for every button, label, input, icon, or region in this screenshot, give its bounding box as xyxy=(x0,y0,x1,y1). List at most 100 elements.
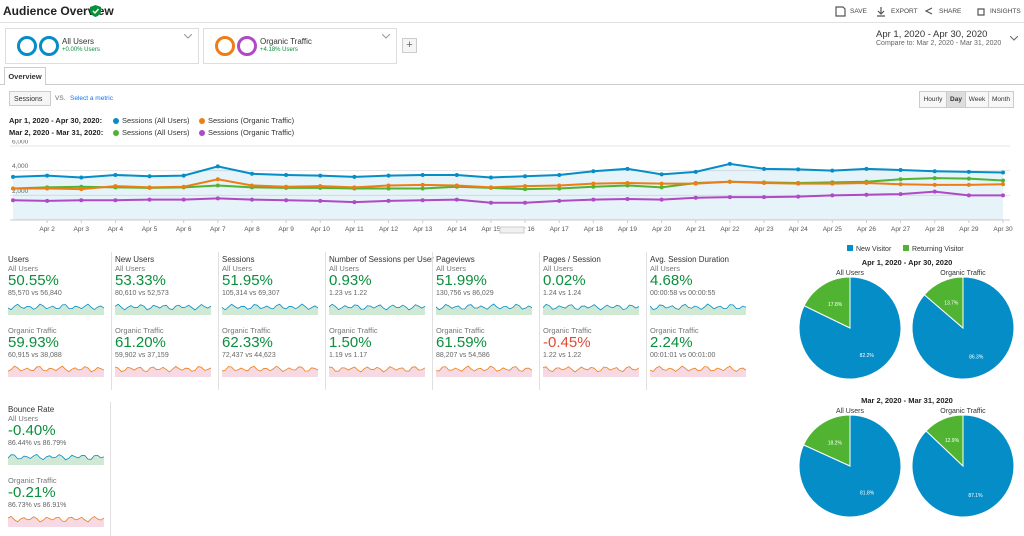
metric-change: 61.20% xyxy=(115,334,166,351)
column-divider xyxy=(646,252,647,390)
data-point xyxy=(386,183,391,188)
action-button[interactable]: INSIGHTS xyxy=(990,8,1021,15)
select-metric-link[interactable]: Select a metric xyxy=(70,95,113,102)
metric-name: Avg. Session Duration xyxy=(650,255,730,264)
data-point xyxy=(181,184,186,189)
metric-compare: 88,207 vs 54,586 xyxy=(436,352,490,359)
metric-compare: 59,902 vs 37,159 xyxy=(115,352,169,359)
slice-label: 12.9% xyxy=(945,438,960,444)
metric-change: 0.93% xyxy=(329,272,372,289)
x-tick-label: Apr 5 xyxy=(142,226,158,233)
data-point xyxy=(249,183,254,188)
x-tick-label: Apr 25 xyxy=(823,226,843,233)
x-tick-label: Apr 24 xyxy=(789,226,809,233)
sparkline xyxy=(543,303,639,315)
sparkline-area xyxy=(222,304,318,315)
data-point xyxy=(249,197,254,202)
sparkline-area xyxy=(436,304,532,315)
segment-name: Organic Traffic xyxy=(260,37,312,46)
tab[interactable]: Overview xyxy=(4,67,46,85)
sparkline xyxy=(222,303,318,315)
data-point xyxy=(523,187,528,192)
metric-compare: 00:00:58 vs 00:00:55 xyxy=(650,290,716,297)
metric-name: Users xyxy=(8,255,29,264)
sparkline xyxy=(650,303,746,315)
metric-change: 51.99% xyxy=(436,272,487,289)
x-tick-label: Apr 11 xyxy=(345,226,364,233)
data-point xyxy=(966,182,971,187)
granularity-button[interactable]: Month xyxy=(988,91,1014,108)
metric-name: Pages / Session xyxy=(543,255,601,264)
metric-compare: 1.23 vs 1.22 xyxy=(329,290,368,297)
data-point xyxy=(454,172,459,177)
action-button[interactable]: SHARE xyxy=(939,8,962,15)
data-point xyxy=(11,198,15,203)
sparkline xyxy=(543,366,639,377)
segment-card[interactable]: All Users +0.00% Users xyxy=(5,28,199,64)
metric-compare: 86.73% vs 86.91% xyxy=(8,502,67,509)
action-button[interactable]: EXPORT xyxy=(891,8,918,15)
sparkline-area xyxy=(329,366,425,377)
column-divider xyxy=(325,252,326,390)
slice-label: 86.3% xyxy=(969,355,984,361)
add-segment-button[interactable]: + xyxy=(402,38,417,53)
legend-swatch xyxy=(113,130,119,136)
data-point xyxy=(966,193,971,198)
x-tick-label: Apr 20 xyxy=(652,226,672,233)
sparkline-area xyxy=(8,516,104,527)
data-point xyxy=(762,166,767,171)
column-divider xyxy=(539,252,540,390)
data-point xyxy=(45,186,50,191)
sparkline-line xyxy=(543,366,639,373)
column-divider xyxy=(110,402,111,536)
x-tick-label: Apr 21 xyxy=(686,226,706,233)
sparkline-line xyxy=(8,453,104,461)
pie-slice xyxy=(925,414,964,468)
sparkline xyxy=(650,365,746,377)
metric-dropdown[interactable]: Sessions xyxy=(9,91,51,106)
granularity-button[interactable]: Week xyxy=(965,91,989,108)
granularity-button[interactable]: Day xyxy=(946,91,966,108)
icon-shape xyxy=(977,8,985,16)
action-icon xyxy=(835,6,846,17)
x-tick-label: Apr 19 xyxy=(618,226,638,233)
data-point xyxy=(1001,182,1005,187)
sparkline-area xyxy=(115,304,211,315)
x-tick-label: Apr 8 xyxy=(244,226,260,233)
data-point xyxy=(898,177,903,182)
data-point xyxy=(352,185,357,190)
x-tick-label: Apr 28 xyxy=(925,226,945,233)
data-point xyxy=(727,179,732,184)
slice-label: 17.8% xyxy=(828,302,843,308)
sparkline-line xyxy=(329,303,425,311)
data-point xyxy=(79,175,84,180)
data-point xyxy=(966,176,971,181)
data-point xyxy=(79,187,84,192)
data-point xyxy=(727,195,732,200)
segment-card[interactable]: Organic Traffic +4.18% Users xyxy=(203,28,397,64)
x-tick-label: Apr 18 xyxy=(584,226,604,233)
data-point xyxy=(1001,178,1005,183)
legend-swatch xyxy=(847,245,853,251)
metric-change: 0.02% xyxy=(543,272,586,289)
date-range[interactable]: Apr 1, 2020 - Apr 30, 2020 xyxy=(876,29,988,40)
metric-change: -0.21% xyxy=(8,484,56,501)
granularity-button[interactable]: Hourly xyxy=(919,91,947,108)
data-point xyxy=(420,186,425,191)
metric-change: 1.50% xyxy=(329,334,372,351)
sparkline-line xyxy=(650,303,746,310)
legend-label: Sessions (All Users) xyxy=(122,116,190,125)
sparkline-line xyxy=(222,303,318,311)
metric-name: Sessions xyxy=(222,255,255,264)
data-point xyxy=(932,182,937,187)
sparkline-area xyxy=(436,366,532,377)
data-point xyxy=(796,181,801,186)
data-point xyxy=(864,192,869,197)
metric-change: -0.40% xyxy=(8,422,56,439)
data-point xyxy=(1001,193,1005,198)
sparkline-line xyxy=(222,365,318,373)
sparkline-area xyxy=(8,304,104,315)
compare-range: Compare to: Mar 2, 2020 - Mar 31, 2020 xyxy=(876,40,1002,47)
pie-slice xyxy=(798,276,902,380)
action-button[interactable]: SAVE xyxy=(850,8,867,15)
